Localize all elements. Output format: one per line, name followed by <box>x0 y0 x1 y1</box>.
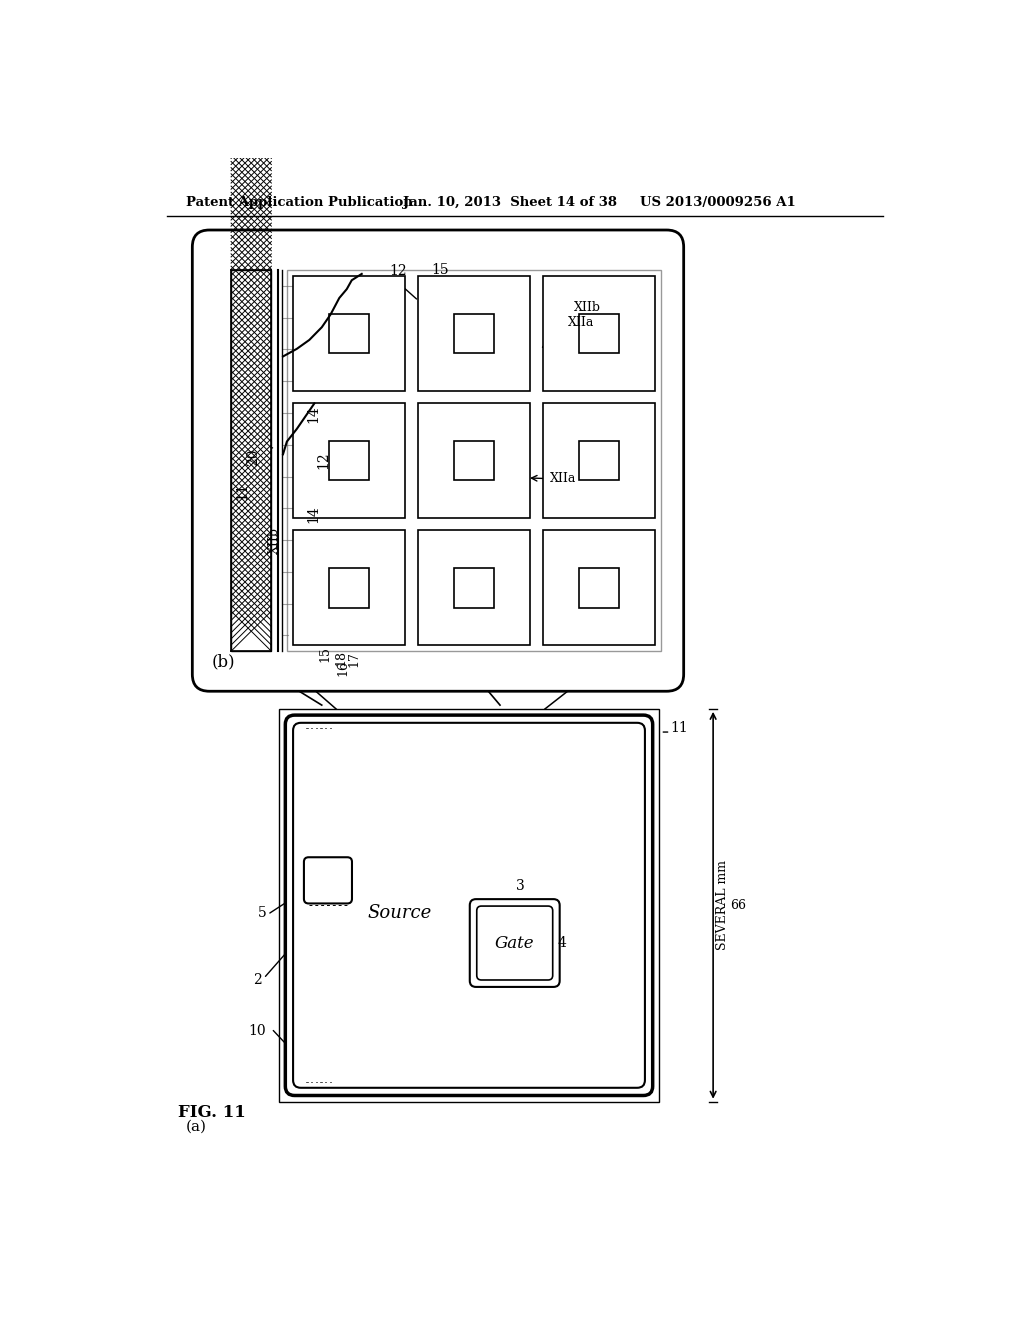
Text: SEVERAL mm: SEVERAL mm <box>716 861 729 950</box>
Bar <box>543 276 655 391</box>
Bar <box>330 568 370 607</box>
Bar <box>418 276 530 391</box>
FancyBboxPatch shape <box>286 715 652 1096</box>
FancyBboxPatch shape <box>293 723 645 1088</box>
Bar <box>543 404 655 517</box>
Text: 12: 12 <box>316 451 331 470</box>
Text: 2: 2 <box>254 973 262 987</box>
Bar <box>231 271 271 651</box>
Text: 14: 14 <box>306 506 321 523</box>
Text: Gate: Gate <box>495 935 535 952</box>
Text: 66: 66 <box>730 899 745 912</box>
FancyBboxPatch shape <box>477 906 553 979</box>
Bar <box>280 709 658 1102</box>
Bar <box>579 441 618 480</box>
Text: 4: 4 <box>557 936 566 950</box>
Text: 17: 17 <box>347 651 360 668</box>
Bar <box>330 441 370 480</box>
FancyBboxPatch shape <box>470 899 560 987</box>
Text: 5: 5 <box>258 906 267 920</box>
Text: 18: 18 <box>335 649 347 665</box>
Bar <box>454 568 494 607</box>
Text: US 2013/0009256 A1: US 2013/0009256 A1 <box>640 197 796 209</box>
Text: Patent Application Publication: Patent Application Publication <box>186 197 413 209</box>
Text: 16: 16 <box>337 660 350 676</box>
Bar <box>287 271 662 651</box>
Bar <box>579 314 618 354</box>
Bar <box>293 531 406 645</box>
FancyBboxPatch shape <box>304 857 352 903</box>
Text: 20: 20 <box>247 447 260 466</box>
Bar <box>454 441 494 480</box>
Text: XIIa: XIIa <box>550 471 577 484</box>
Text: Jan. 10, 2013  Sheet 14 of 38: Jan. 10, 2013 Sheet 14 of 38 <box>403 197 617 209</box>
Text: (a): (a) <box>186 1119 207 1134</box>
Text: 12: 12 <box>389 264 407 279</box>
Text: 14: 14 <box>306 405 321 424</box>
Bar <box>418 404 530 517</box>
Bar <box>454 314 494 354</box>
Bar <box>543 531 655 645</box>
Text: (b): (b) <box>212 653 236 671</box>
Bar <box>418 531 530 645</box>
Text: 15: 15 <box>432 263 450 277</box>
Text: 15: 15 <box>318 645 332 661</box>
Text: XIIb: XIIb <box>573 301 601 314</box>
Text: XIIb: XIIb <box>267 527 281 554</box>
Text: 10: 10 <box>248 1024 266 1038</box>
Text: FIG. 11: FIG. 11 <box>178 1104 246 1121</box>
Text: 11: 11 <box>236 482 250 500</box>
Bar <box>293 276 406 391</box>
Bar <box>330 314 370 354</box>
Text: XIIa: XIIa <box>568 317 595 329</box>
Bar <box>231 271 271 651</box>
Text: 3: 3 <box>516 879 525 892</box>
Bar <box>579 568 618 607</box>
Bar <box>293 404 406 517</box>
Text: Source: Source <box>368 903 431 921</box>
Text: 11: 11 <box>671 721 688 735</box>
FancyBboxPatch shape <box>193 230 684 692</box>
